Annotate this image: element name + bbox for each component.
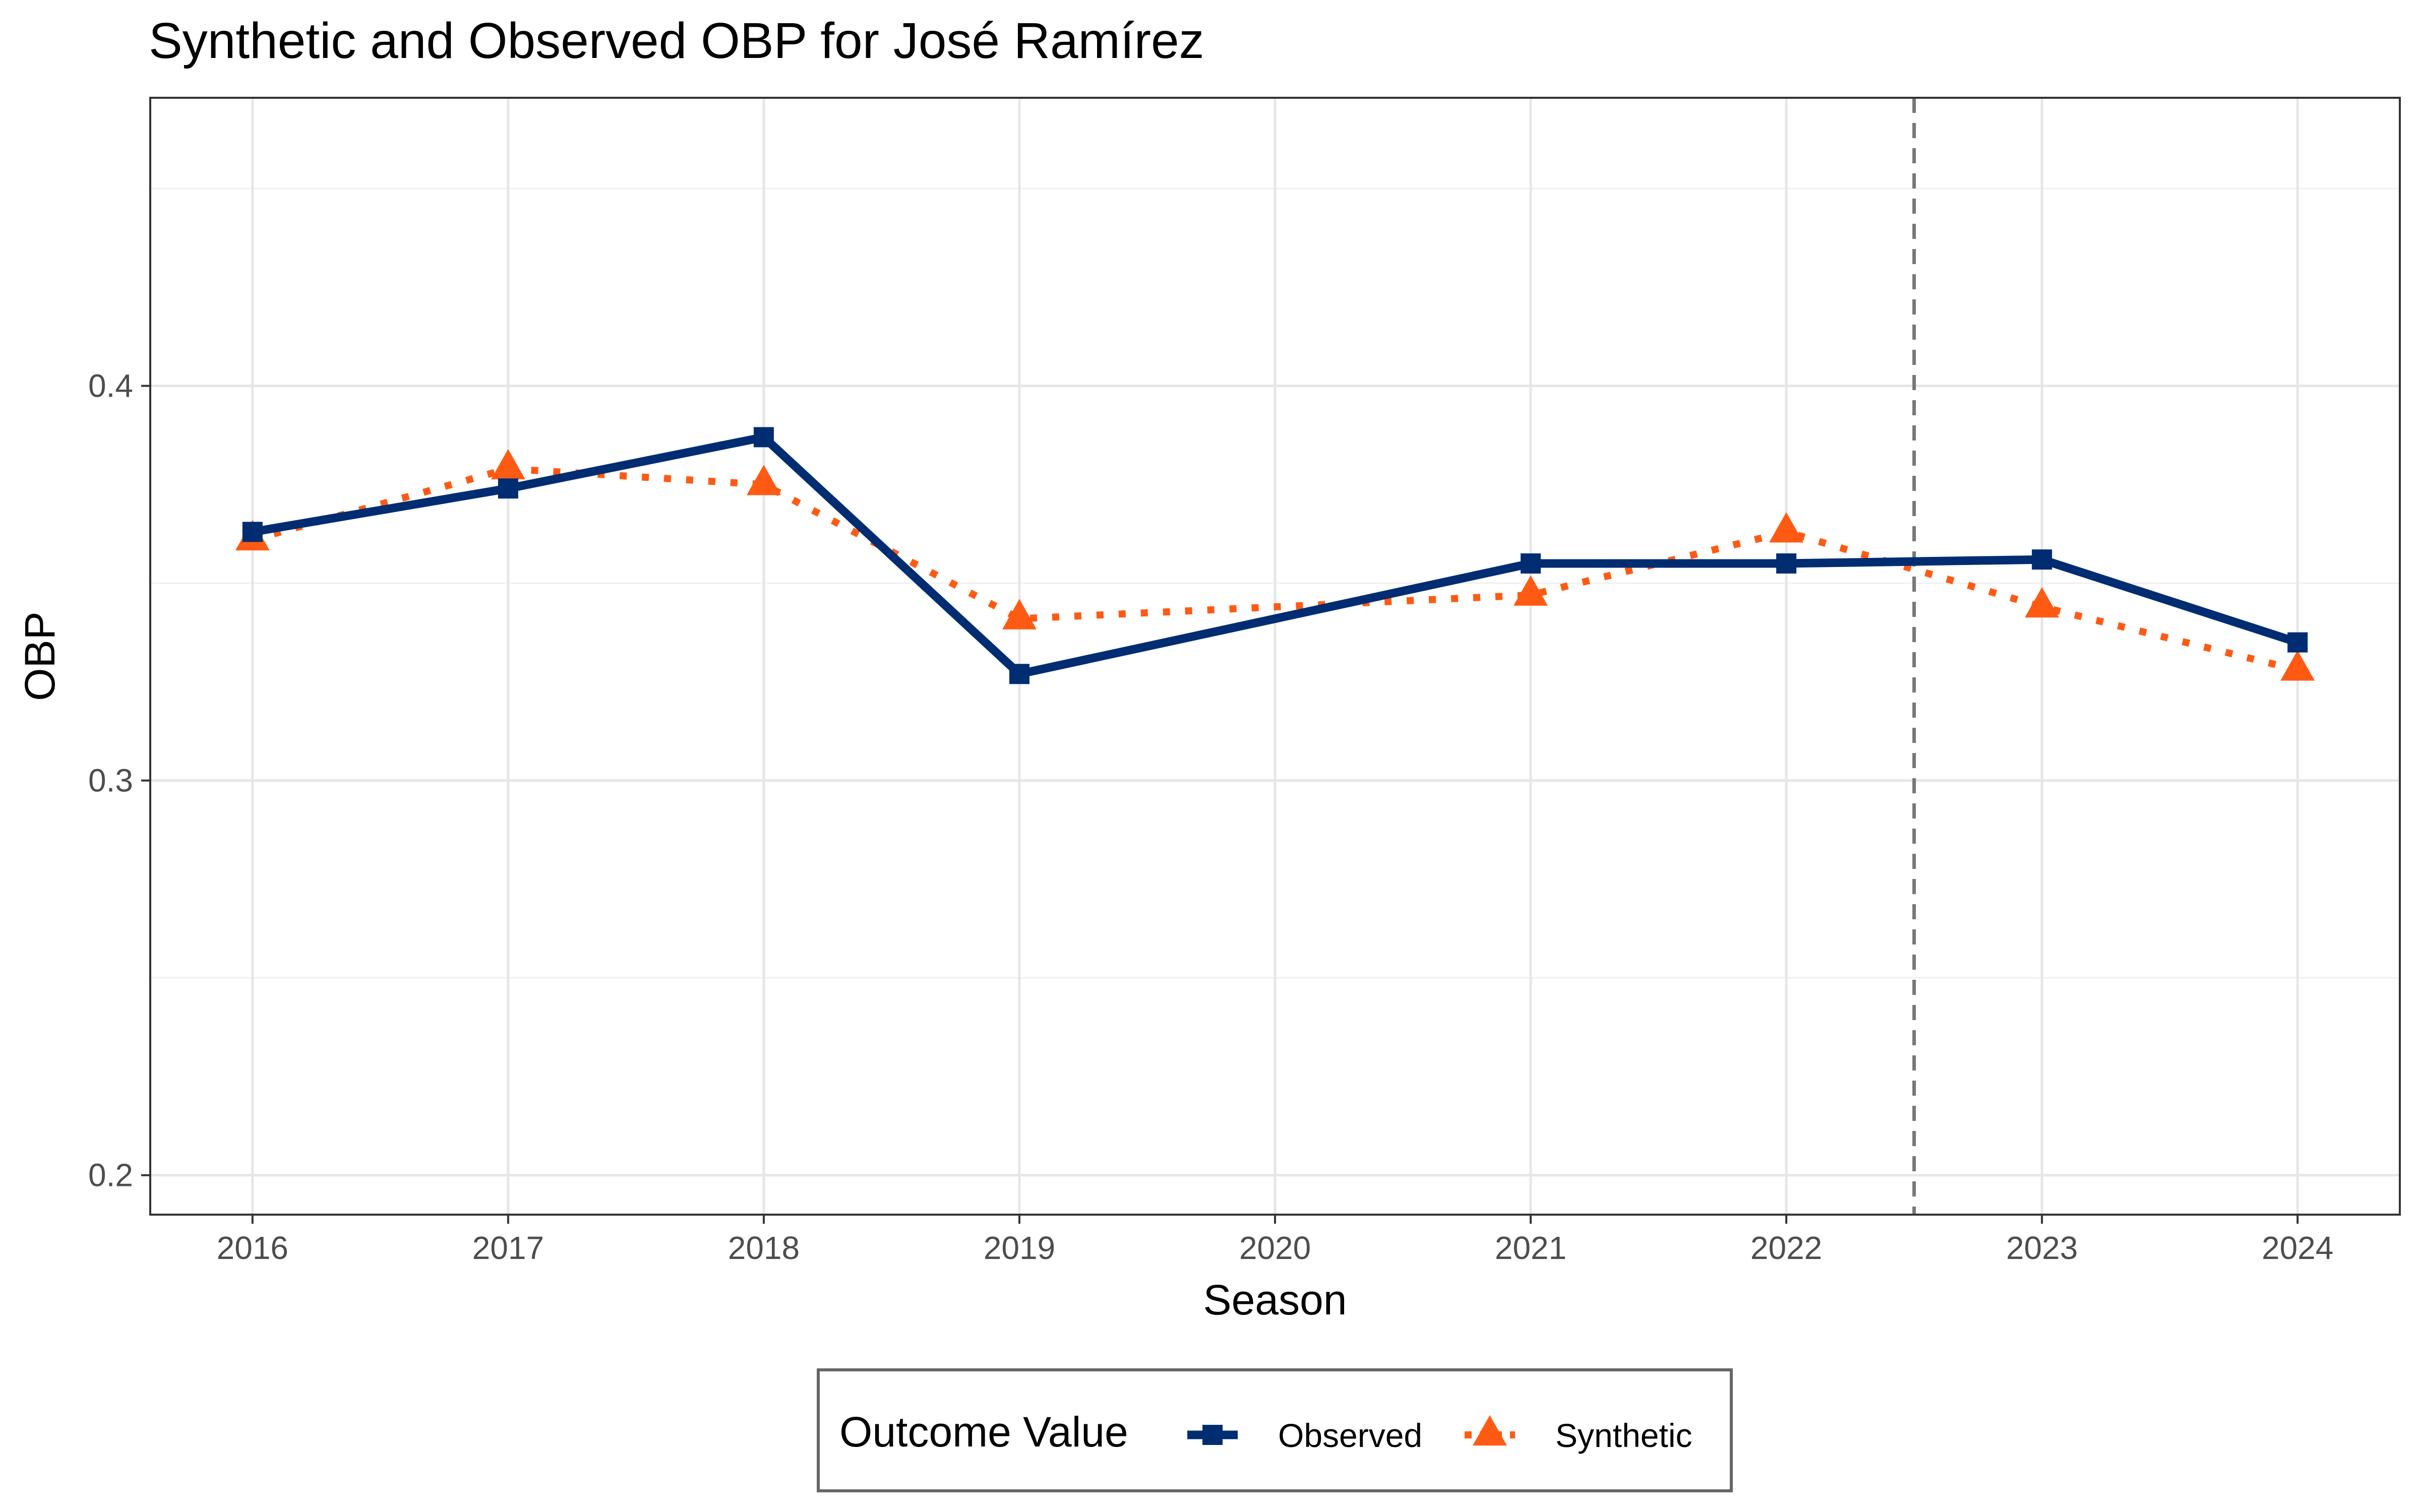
series-synthetic (235, 449, 2315, 681)
legend: Outcome Value Observed Synthetic (817, 1368, 1733, 1492)
grid (150, 98, 2400, 1215)
x-axis-title: Season (1203, 1276, 1347, 1324)
y-tick-label: 0.2 (88, 1157, 133, 1193)
series-synthetic-line (251, 465, 2298, 674)
legend-item-observed: Observed (1187, 1417, 1422, 1454)
legend-item-synthetic: Synthetic (1465, 1415, 1692, 1454)
x-tick-label: 2018 (728, 1230, 800, 1266)
x-tick-label: 2020 (1239, 1230, 1311, 1266)
series-observed-point (1776, 553, 1797, 574)
x-tick-label: 2021 (1495, 1230, 1566, 1266)
y-axis-title: OBP (16, 611, 64, 701)
series-synthetic-point (2280, 650, 2315, 681)
legend-box (817, 1368, 1733, 1492)
x-tick-label: 2016 (217, 1230, 288, 1266)
y-tick-label: 0.3 (88, 763, 133, 799)
x-tick-label: 2017 (472, 1230, 544, 1266)
series-observed-point (753, 427, 774, 448)
series-synthetic-point (1514, 575, 1548, 606)
series-observed (242, 427, 2308, 684)
x-tick-label: 2019 (984, 1230, 1055, 1266)
series-observed-point (1009, 664, 1030, 684)
series-synthetic-point (1002, 599, 1037, 629)
series-observed-line (252, 432, 2299, 678)
series-synthetic-point (746, 465, 781, 495)
legend-label-observed: Observed (1278, 1417, 1422, 1454)
legend-title: Outcome Value (839, 1408, 1128, 1456)
series-observed-point (242, 522, 263, 542)
series-observed-point (2032, 549, 2052, 570)
series-observed-point (2287, 632, 2308, 653)
legend-key-marker (1202, 1425, 1223, 1445)
series-observed-point (1521, 553, 1541, 574)
chart-title: Synthetic and Observed OBP for José Ramí… (149, 13, 1204, 69)
legend-key-marker (1473, 1415, 1507, 1446)
series-synthetic-point (2025, 587, 2060, 618)
series-synthetic-point (491, 449, 525, 480)
legend-label-synthetic: Synthetic (1555, 1417, 1692, 1454)
x-tick-label: 2024 (2262, 1230, 2333, 1266)
x-tick-label: 2022 (1750, 1230, 1822, 1266)
axes: 2016 2017 2018 2019 2020 2021 2022 2023 2024 0.2 0… (88, 368, 2333, 1266)
series-layer (235, 427, 2315, 684)
legend-items: Observed Synthetic (1187, 1415, 1692, 1454)
series-observed-point (498, 478, 518, 499)
series-synthetic-point (1769, 512, 1804, 543)
x-tick-label: 2023 (2006, 1230, 2078, 1266)
y-tick-label: 0.4 (88, 368, 133, 404)
